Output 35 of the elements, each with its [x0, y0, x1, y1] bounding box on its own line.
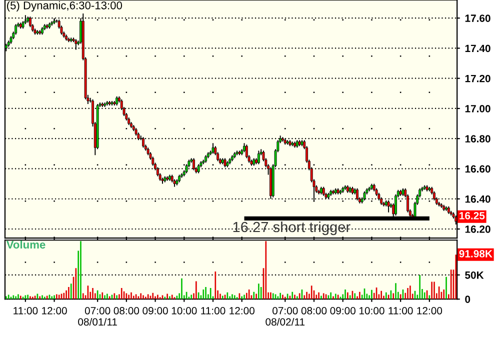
- candlestick: [212, 142, 214, 154]
- annotation: 16.27 short trigger: [233, 221, 350, 236]
- y-tick-label: 50K: [465, 271, 484, 279]
- x-tick-label: 08:00: [114, 307, 140, 314]
- chart-title: Volume: [6, 240, 46, 249]
- x-tick-label: 12:00: [42, 307, 67, 314]
- y-tick-label: 17.40: [465, 44, 490, 52]
- x-tick-label: 10:00: [359, 307, 384, 314]
- x-tick-label: 09:00: [330, 307, 356, 314]
- candlestick: [322, 186, 325, 196]
- candlestick: [24, 14, 27, 25]
- x-tick-label: 09:00: [142, 307, 168, 314]
- y-tick-label: 0: [465, 296, 470, 303]
- candlestick: [245, 144, 248, 159]
- x-tick-label: 11:00: [14, 307, 38, 314]
- y-tick-label: 17.00: [465, 104, 490, 112]
- y-tick-label: 17.20: [465, 74, 490, 82]
- y-tick-label: 16.20: [465, 226, 490, 233]
- text: 16.25: [460, 212, 485, 220]
- candlestick: [257, 150, 260, 165]
- text: 91.98K: [459, 250, 492, 258]
- x-tick-label: 11:00: [388, 307, 413, 314]
- y-tick-label: 16.40: [465, 195, 490, 203]
- x-tick-label: 12:00: [230, 307, 254, 314]
- x-tick-label: 08:00: [301, 307, 327, 314]
- candlestick: [14, 24, 18, 36]
- candlestick: [116, 96, 118, 106]
- x-tick-label: 12:00: [417, 307, 442, 314]
- y-tick-label: 17.60: [465, 14, 490, 22]
- x-tick-label: 10:00: [172, 307, 197, 314]
- candlestick: [152, 156, 154, 166]
- y-tick-label: 16.60: [465, 165, 490, 173]
- y-tick-label: 16.80: [465, 135, 490, 142]
- x-tick-label: 11:00: [201, 307, 226, 314]
- chart-title: (5) Dynamic,6:30-13:00: [7, 1, 122, 12]
